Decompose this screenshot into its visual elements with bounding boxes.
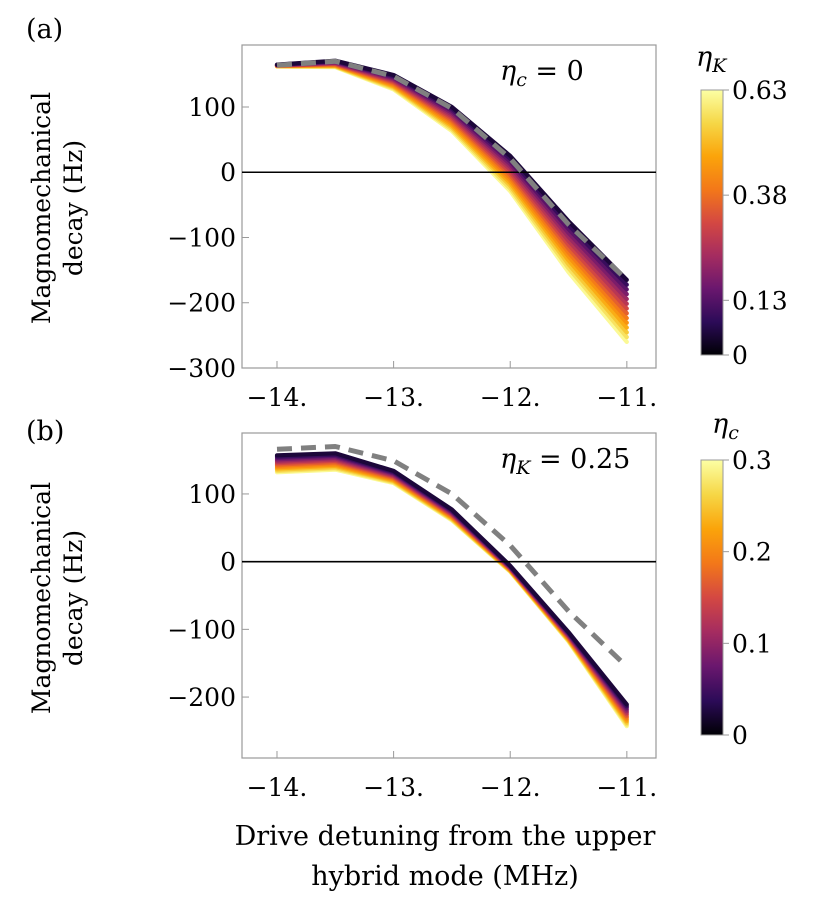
panel-a-colorbar-label: ηK — [696, 42, 728, 77]
family-curve — [274, 457, 629, 715]
panel-a-ylabel-line2: decay (Hz) — [59, 140, 88, 276]
family-curve — [274, 465, 629, 725]
y-tick-label: −200 — [167, 289, 236, 318]
x-tick-label: −11. — [596, 773, 657, 802]
panel-a-colorbar-gradient — [701, 90, 723, 355]
family-curve — [274, 455, 629, 712]
family-curve — [274, 462, 629, 722]
panel-a-label: (a) — [26, 14, 63, 45]
x-tick-label: −12. — [480, 383, 541, 412]
panel-a-colorbar-frame — [700, 89, 724, 356]
colorbar-tick-label: 0.1 — [732, 629, 772, 658]
panel-a-x-axis: −14. −13. −12. −11. — [247, 361, 657, 412]
panel-a-ylabel-line1: Magnomechanical — [27, 92, 56, 324]
panel-b-ylabel-line2: decay (Hz) — [59, 530, 88, 666]
panel-b-colorbar-frame — [700, 459, 724, 736]
y-tick-label: −100 — [167, 223, 236, 252]
family-curve — [274, 456, 629, 714]
panel-a-y-axis: 100 0 −100 −200 −300 — [167, 93, 249, 383]
x-tick-label: −13. — [363, 773, 424, 802]
x-tick-label: −14. — [247, 773, 308, 802]
colorbar-tick-label: 0.38 — [732, 181, 788, 210]
family-curve — [274, 453, 629, 710]
y-tick-label: −200 — [167, 683, 236, 712]
panel-a: (a) Magnomechanical decay (Hz) 100 0 −100 −… — [26, 14, 788, 412]
family-curve — [274, 466, 629, 727]
x-axis-title-line2: hybrid mode (MHz) — [311, 861, 579, 892]
x-tick-label: −14. — [247, 383, 308, 412]
x-tick-label: −13. — [363, 383, 424, 412]
family-curve — [274, 461, 629, 720]
panel-b-colorbar-label: ηc — [712, 409, 739, 444]
y-tick-label: −100 — [167, 615, 236, 644]
panel-a-colorbar: ηK 0 0.13 0.38 0.63 — [696, 42, 788, 370]
y-tick-label: 0 — [220, 158, 236, 187]
y-tick-label: −300 — [167, 354, 236, 383]
colorbar-tick-label: 0.63 — [732, 76, 788, 105]
panel-a-curves — [242, 58, 656, 344]
x-tick-label: −11. — [596, 383, 657, 412]
family-curve — [274, 458, 629, 717]
panel-a-frame — [241, 44, 657, 369]
panel-a-annotation: ηc = 0 — [500, 56, 584, 91]
panel-b-frame — [241, 432, 657, 759]
reference-dashed-curve — [276, 58, 629, 282]
x-tick-label: −12. — [480, 773, 541, 802]
panel-b-ylabel-line1: Magnomechanical — [27, 482, 56, 714]
panel-b-label: (b) — [26, 416, 64, 447]
family-curve — [274, 63, 629, 325]
family-curve — [274, 463, 629, 724]
y-tick-label: 100 — [188, 480, 236, 509]
panel-b-colorbar: ηc 0 0.1 0.2 0.3 — [700, 409, 772, 750]
colorbar-tick-label: 0.3 — [732, 446, 772, 475]
y-tick-label: 100 — [188, 93, 236, 122]
x-axis-title-line1: Drive detuning from the upper — [235, 821, 656, 852]
reference-dashed-curve — [276, 444, 629, 669]
colorbar-tick-label: 0 — [732, 341, 748, 370]
colorbar-tick-label: 0.2 — [732, 538, 772, 567]
panel-b: (b) Magnomechanical decay (Hz) 100 0 −100 −… — [26, 409, 772, 892]
panel-b-colorbar-gradient — [701, 460, 723, 735]
colorbar-tick-label: 0.13 — [732, 286, 788, 315]
family-curve — [274, 451, 629, 707]
family-curve — [274, 460, 629, 719]
colorbar-tick-label: 0 — [732, 721, 748, 750]
y-tick-label: 0 — [220, 548, 236, 577]
panel-b-y-axis: 100 0 −100 −200 — [167, 480, 249, 712]
panel-b-x-axis: −14. −13. −12. −11. — [247, 751, 657, 802]
family-curve — [274, 452, 629, 709]
panel-b-annotation: ηK = 0.25 — [500, 444, 630, 479]
panel-b-curves — [242, 444, 656, 729]
